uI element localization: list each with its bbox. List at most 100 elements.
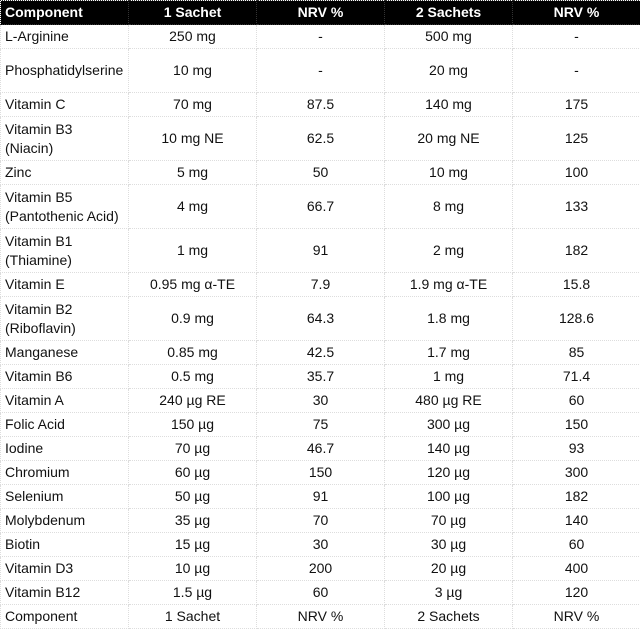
cell-value: 480 µg RE <box>384 388 513 413</box>
component-name: Iodine <box>0 436 129 461</box>
table-row: Vitamin C 70 mg 87.5 140 mg 175 <box>0 92 640 117</box>
cell-value: 70 µg <box>128 436 257 461</box>
component-name: Vitamin B1 (Thiamine) <box>0 228 129 273</box>
column-header: Component <box>0 0 129 25</box>
component-name: Vitamin B6 <box>0 364 129 389</box>
cell-value: 66.7 <box>256 184 385 229</box>
component-name: Vitamin B2 (Riboflavin) <box>0 296 129 341</box>
footer-cell: NRV % <box>512 604 640 629</box>
cell-value: 3 µg <box>384 580 513 605</box>
cell-value: - <box>512 48 640 93</box>
cell-value: 70 µg <box>384 508 513 533</box>
table-row: Molybdenum 35 µg 70 70 µg 140 <box>0 508 640 533</box>
cell-value: 15 µg <box>128 532 257 557</box>
table-row: Vitamin A 240 µg RE 30 480 µg RE 60 <box>0 388 640 413</box>
cell-value: 50 <box>256 160 385 185</box>
cell-value: 30 <box>256 388 385 413</box>
cell-value: 71.4 <box>512 364 640 389</box>
footer-cell: Component <box>0 604 129 629</box>
cell-value: 60 <box>256 580 385 605</box>
cell-value: - <box>512 24 640 49</box>
cell-value: 5 mg <box>128 160 257 185</box>
cell-value: 20 mg <box>384 48 513 93</box>
cell-value: 8 mg <box>384 184 513 229</box>
cell-value: 140 <box>512 508 640 533</box>
cell-value: 1.5 µg <box>128 580 257 605</box>
table-row: Zinc 5 mg 50 10 mg 100 <box>0 160 640 185</box>
table-row: Iodine 70 µg 46.7 140 µg 93 <box>0 436 640 461</box>
cell-value: 182 <box>512 228 640 273</box>
component-name: Vitamin B3 (Niacin) <box>0 116 129 161</box>
cell-value: 35.7 <box>256 364 385 389</box>
cell-value: 250 mg <box>128 24 257 49</box>
footer-row: Component 1 Sachet NRV % 2 Sachets NRV % <box>0 604 640 629</box>
table-row: L-Arginine 250 mg -500 mg - <box>0 24 640 49</box>
table-row: Vitamin B5 (Pantothenic Acid) 4 mg 66.7 8 m… <box>0 184 640 229</box>
cell-value: 1.7 mg <box>384 340 513 365</box>
component-name: Manganese <box>0 340 129 365</box>
cell-value: 1 mg <box>128 228 257 273</box>
cell-value: 70 mg <box>128 92 257 117</box>
cell-value: 91 <box>256 228 385 273</box>
column-header: NRV % <box>512 0 640 25</box>
cell-value: 15.8 <box>512 272 640 297</box>
cell-value: 240 µg RE <box>128 388 257 413</box>
cell-value: 140 µg <box>384 436 513 461</box>
component-name: Vitamin C <box>0 92 129 117</box>
component-name: Folic Acid <box>0 412 129 437</box>
cell-value: 2 mg <box>384 228 513 273</box>
header-row: Component 1 Sachet NRV % 2 Sachets NRV % <box>0 0 640 25</box>
component-name: Molybdenum <box>0 508 129 533</box>
table-row: Vitamin B3 (Niacin) 10 mg NE 62.5 20 mg NE 1… <box>0 116 640 161</box>
cell-value: 91 <box>256 484 385 509</box>
table-row: Biotin 15 µg 30 30 µg 60 <box>0 532 640 557</box>
footer-cell: 1 Sachet <box>128 604 257 629</box>
cell-value: 60 <box>512 388 640 413</box>
cell-value: 46.7 <box>256 436 385 461</box>
cell-value: 1.9 mg α-TE <box>384 272 513 297</box>
cell-value: 150 <box>256 460 385 485</box>
cell-value: 100 <box>512 160 640 185</box>
cell-value: 0.95 mg α-TE <box>128 272 257 297</box>
cell-value: 60 <box>512 532 640 557</box>
cell-value: 120 <box>512 580 640 605</box>
cell-value: 200 <box>256 556 385 581</box>
cell-value: 10 mg <box>128 48 257 93</box>
cell-value: 70 <box>256 508 385 533</box>
table-row: Vitamin E 0.95 mg α-TE 7.9 1.9 mg α-TE 15.8 <box>0 272 640 297</box>
cell-value: - <box>256 24 385 49</box>
cell-value: 50 µg <box>128 484 257 509</box>
cell-value: 500 mg <box>384 24 513 49</box>
cell-value: 175 <box>512 92 640 117</box>
component-name: Vitamin D3 <box>0 556 129 581</box>
table-row: Chromium 60 µg 150 120 µg 300 <box>0 460 640 485</box>
cell-value: - <box>256 48 385 93</box>
column-header: 1 Sachet <box>128 0 257 25</box>
table-row: Vitamin B1 (Thiamine) 1 mg 91 2 mg 182 <box>0 228 640 273</box>
cell-value: 10 mg <box>384 160 513 185</box>
cell-value: 150 µg <box>128 412 257 437</box>
table-row: Vitamin B2 (Riboflavin) 0.9 mg 64.3 1.8 mg 1… <box>0 296 640 341</box>
cell-value: 20 µg <box>384 556 513 581</box>
column-header: NRV % <box>256 0 385 25</box>
component-name: Phosphatidylserine <box>0 48 129 93</box>
table-row: Phosphatidylserine 10 mg -20 mg - <box>0 48 640 93</box>
cell-value: 100 µg <box>384 484 513 509</box>
cell-value: 60 µg <box>128 460 257 485</box>
cell-value: 87.5 <box>256 92 385 117</box>
cell-value: 150 <box>512 412 640 437</box>
cell-value: 4 mg <box>128 184 257 229</box>
table-row: Vitamin B12 1.5 µg 60 3 µg 120 <box>0 580 640 605</box>
component-name: Zinc <box>0 160 129 185</box>
table-row: Selenium 50 µg 91 100 µg 182 <box>0 484 640 509</box>
table-row: Folic Acid 150 µg 75 300 µg 150 <box>0 412 640 437</box>
table-row: Vitamin B6 0.5 mg 35.7 1 mg 71.4 <box>0 364 640 389</box>
footer-cell: 2 Sachets <box>384 604 513 629</box>
cell-value: 128.6 <box>512 296 640 341</box>
cell-value: 30 <box>256 532 385 557</box>
component-name: Vitamin B12 <box>0 580 129 605</box>
component-name: Vitamin B5 (Pantothenic Acid) <box>0 184 129 229</box>
cell-value: 0.85 mg <box>128 340 257 365</box>
component-name: Biotin <box>0 532 129 557</box>
